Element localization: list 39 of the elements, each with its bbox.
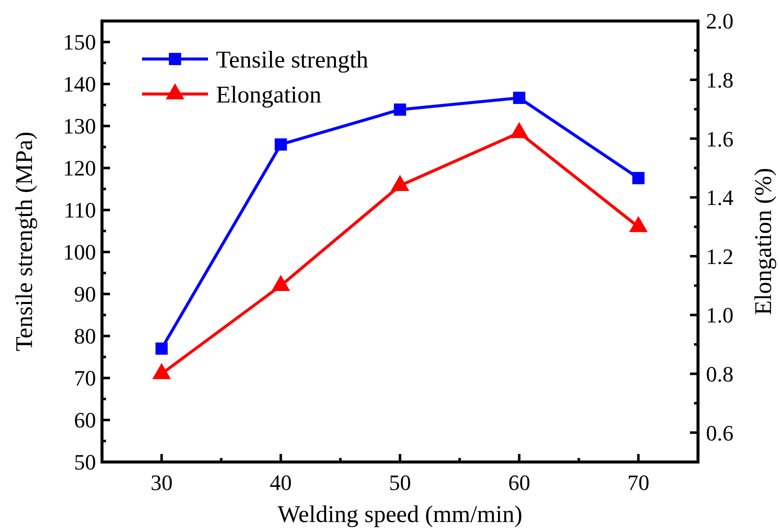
y2-axis-title: Elongation (%) — [751, 168, 777, 316]
y-axis-title: Tensile strength (MPa) — [12, 132, 38, 352]
point — [629, 216, 648, 232]
point — [390, 174, 410, 192]
y-tick-label: 50 — [74, 450, 96, 475]
point — [152, 363, 171, 380]
y2-tick-label: 1.4 — [706, 185, 734, 210]
y2-tick-label: 1.6 — [706, 126, 734, 152]
y-tick-label: 110 — [64, 198, 96, 223]
legend-label: Tensile strength — [216, 47, 368, 74]
x-tick-label: 70 — [627, 470, 650, 495]
y-tick-label: 140 — [63, 72, 96, 97]
point — [513, 92, 526, 104]
y2-tick-label: 2.0 — [706, 8, 734, 34]
y-tick-label: 120 — [63, 156, 96, 181]
x-tick-label: 60 — [508, 470, 530, 495]
y-tick-label: 90 — [74, 282, 96, 307]
x-tick-label: 50 — [389, 470, 411, 495]
y2-tick-label: 1.8 — [706, 68, 734, 92]
y2-tick-label: 0.8 — [706, 362, 734, 386]
point — [510, 122, 529, 138]
point — [632, 172, 645, 184]
x-axis-title: Welding speed (mm/min) — [278, 502, 522, 528]
legend-label: Elongation — [216, 82, 322, 108]
y-tick-label: 60 — [74, 408, 96, 433]
x-tick-label: 40 — [270, 470, 292, 495]
y2-tick-label: 0.6 — [706, 420, 734, 446]
point — [274, 138, 287, 151]
y-tick-label: 70 — [74, 366, 96, 391]
x-tick-label: 30 — [150, 470, 173, 495]
y2-tick-label: 1.0 — [706, 302, 734, 328]
y-tick-label: 150 — [63, 30, 96, 55]
point — [271, 274, 290, 291]
y-tick-label: 80 — [74, 324, 96, 349]
point — [394, 103, 406, 116]
y2-tick-label: 1.2 — [706, 244, 734, 269]
point — [155, 342, 168, 355]
y-tick-label: 130 — [63, 114, 96, 139]
y-tick-label: 100 — [63, 240, 96, 265]
